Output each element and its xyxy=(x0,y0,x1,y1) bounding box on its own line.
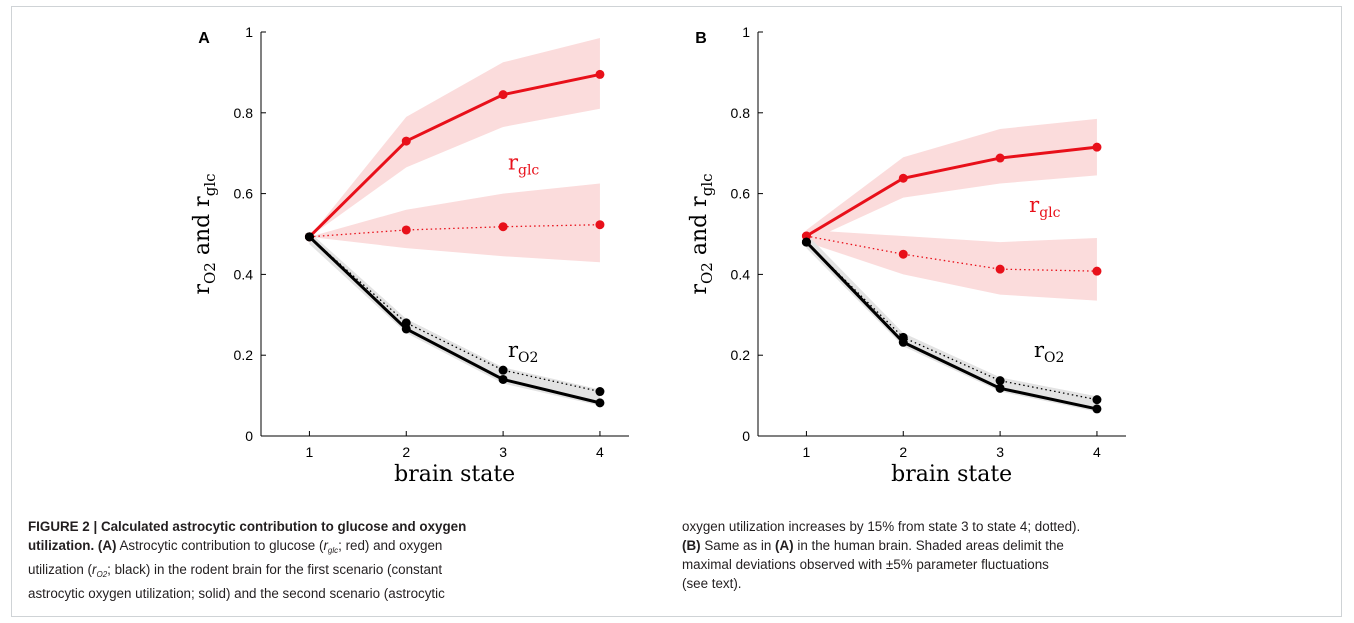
data-point xyxy=(304,232,314,242)
caption-line: utilization (rO2; black) in the rodent b… xyxy=(28,560,543,584)
y-tick-label: 0.4 xyxy=(731,266,751,282)
caption-line: (B) Same as in (A) in the human brain. S… xyxy=(682,536,1197,555)
data-point xyxy=(595,398,605,408)
x-axis-label: brain state xyxy=(394,462,515,487)
series-annotation: rglc xyxy=(1029,193,1060,221)
data-point xyxy=(1092,266,1102,276)
data-point xyxy=(1092,142,1102,152)
x-tick-label: 1 xyxy=(803,444,811,460)
x-axis-label: brain state xyxy=(891,462,1012,487)
data-point xyxy=(995,383,1005,393)
panel-label: A xyxy=(198,30,210,47)
series-line xyxy=(805,241,1098,411)
caption-line: (see text). xyxy=(682,576,742,591)
series-line xyxy=(308,236,601,393)
data-point xyxy=(995,264,1005,274)
data-point xyxy=(498,365,508,375)
confidence-band xyxy=(309,38,600,237)
caption-text: in the human brain. Shaded areas delimit… xyxy=(793,538,1064,553)
x-tick-label: 3 xyxy=(499,444,507,460)
confidence-band xyxy=(806,229,1097,301)
x-tick-label: 4 xyxy=(596,444,604,460)
caption-subscript: O2 xyxy=(96,570,108,579)
caption-text: ; black) in the rodent brain for the fir… xyxy=(107,562,443,577)
series-annotation: rO2 xyxy=(1034,338,1064,366)
series-line xyxy=(308,72,601,238)
x-tick-label: 2 xyxy=(899,444,907,460)
data-point xyxy=(995,153,1005,163)
caption-symbol: r xyxy=(92,562,97,577)
data-point xyxy=(1092,395,1102,405)
data-point xyxy=(401,318,411,328)
series-line xyxy=(805,145,1098,238)
y-tick-label: 0 xyxy=(245,428,253,444)
y-tick-label: 0.2 xyxy=(731,347,751,363)
y-tick-label: 0.8 xyxy=(731,105,751,121)
confidence-band xyxy=(806,118,1097,243)
y-tick-label: 0.2 xyxy=(234,347,254,363)
series-annotation: rO2 xyxy=(508,338,538,366)
chart-panel-a: 0 0.2 0.4 0.6 0.8 1 1 2 3 4 brain state rO2 and rgl… xyxy=(190,24,629,487)
y-tick-label: 0.6 xyxy=(234,186,254,202)
caption-line: astrocytic oxygen utilization; solid) an… xyxy=(28,586,445,601)
data-point xyxy=(498,90,508,100)
caption-bold: (B) xyxy=(682,538,701,553)
caption-text: ; red) and oxygen xyxy=(338,538,443,553)
caption-line: oxygen utilization increases by 15% from… xyxy=(682,519,1081,534)
x-tick-label: 4 xyxy=(1093,444,1101,460)
figure-caption: FIGURE 2 | Calculated astrocytic contrib… xyxy=(12,517,1343,617)
series-line xyxy=(308,235,601,405)
figure-frame: 0 0.2 0.4 0.6 0.8 1 1 2 3 4 brain state rO2 and rgl… xyxy=(11,6,1342,617)
data-point xyxy=(595,69,605,79)
caption-text: Same as in xyxy=(700,538,776,553)
caption-text: Astrocytic contribution to glucose ( xyxy=(116,538,324,553)
data-point xyxy=(995,376,1005,386)
panel-label: B xyxy=(695,30,707,47)
caption-left-column: FIGURE 2 | Calculated astrocytic contrib… xyxy=(28,517,543,603)
caption-line: utilization. (A) Astrocytic contribution… xyxy=(28,536,543,560)
confidence-band xyxy=(309,231,600,406)
y-axis-label: rO2 and rglc xyxy=(190,173,219,294)
caption-line: maximal deviations observed with ±5% par… xyxy=(682,557,1049,572)
y-tick-label: 1 xyxy=(245,24,253,40)
data-point xyxy=(1092,404,1102,414)
caption-text: utilization ( xyxy=(28,562,93,577)
data-point xyxy=(898,249,908,259)
data-point xyxy=(595,387,605,397)
data-point xyxy=(898,173,908,183)
x-tick-label: 2 xyxy=(402,444,410,460)
y-tick-label: 1 xyxy=(742,24,750,40)
y-axis-label: rO2 and rglc xyxy=(687,173,716,294)
caption-bold: utilization. (A) xyxy=(28,538,117,553)
data-point xyxy=(401,136,411,146)
x-tick-label: 1 xyxy=(306,444,314,460)
y-tick-label: 0.8 xyxy=(234,105,254,121)
series-line xyxy=(805,241,1098,401)
caption-bold: (A) xyxy=(775,538,794,553)
data-point xyxy=(801,237,811,247)
x-tick-label: 3 xyxy=(996,444,1004,460)
y-tick-label: 0.6 xyxy=(731,186,751,202)
caption-title: FIGURE 2 | Calculated astrocytic contrib… xyxy=(28,519,467,534)
data-point xyxy=(498,222,508,232)
figure-plots: 0 0.2 0.4 0.6 0.8 1 1 2 3 4 brain state rO2 and rgl… xyxy=(190,24,1126,487)
data-point xyxy=(898,332,908,342)
data-point xyxy=(401,225,411,235)
caption-subscript: glc xyxy=(327,546,339,555)
chart-panel-b: 0 0.2 0.4 0.6 0.8 1 1 2 3 4 brain state rO2 and rgl… xyxy=(687,24,1126,487)
confidence-band xyxy=(309,183,600,263)
data-point xyxy=(595,220,605,230)
caption-right-column: oxygen utilization increases by 15% from… xyxy=(682,517,1197,593)
y-tick-label: 0 xyxy=(742,428,750,444)
series-annotation: rglc xyxy=(508,150,539,178)
caption-symbol: r xyxy=(323,538,328,553)
y-tick-label: 0.4 xyxy=(234,266,254,282)
data-point xyxy=(498,374,508,384)
